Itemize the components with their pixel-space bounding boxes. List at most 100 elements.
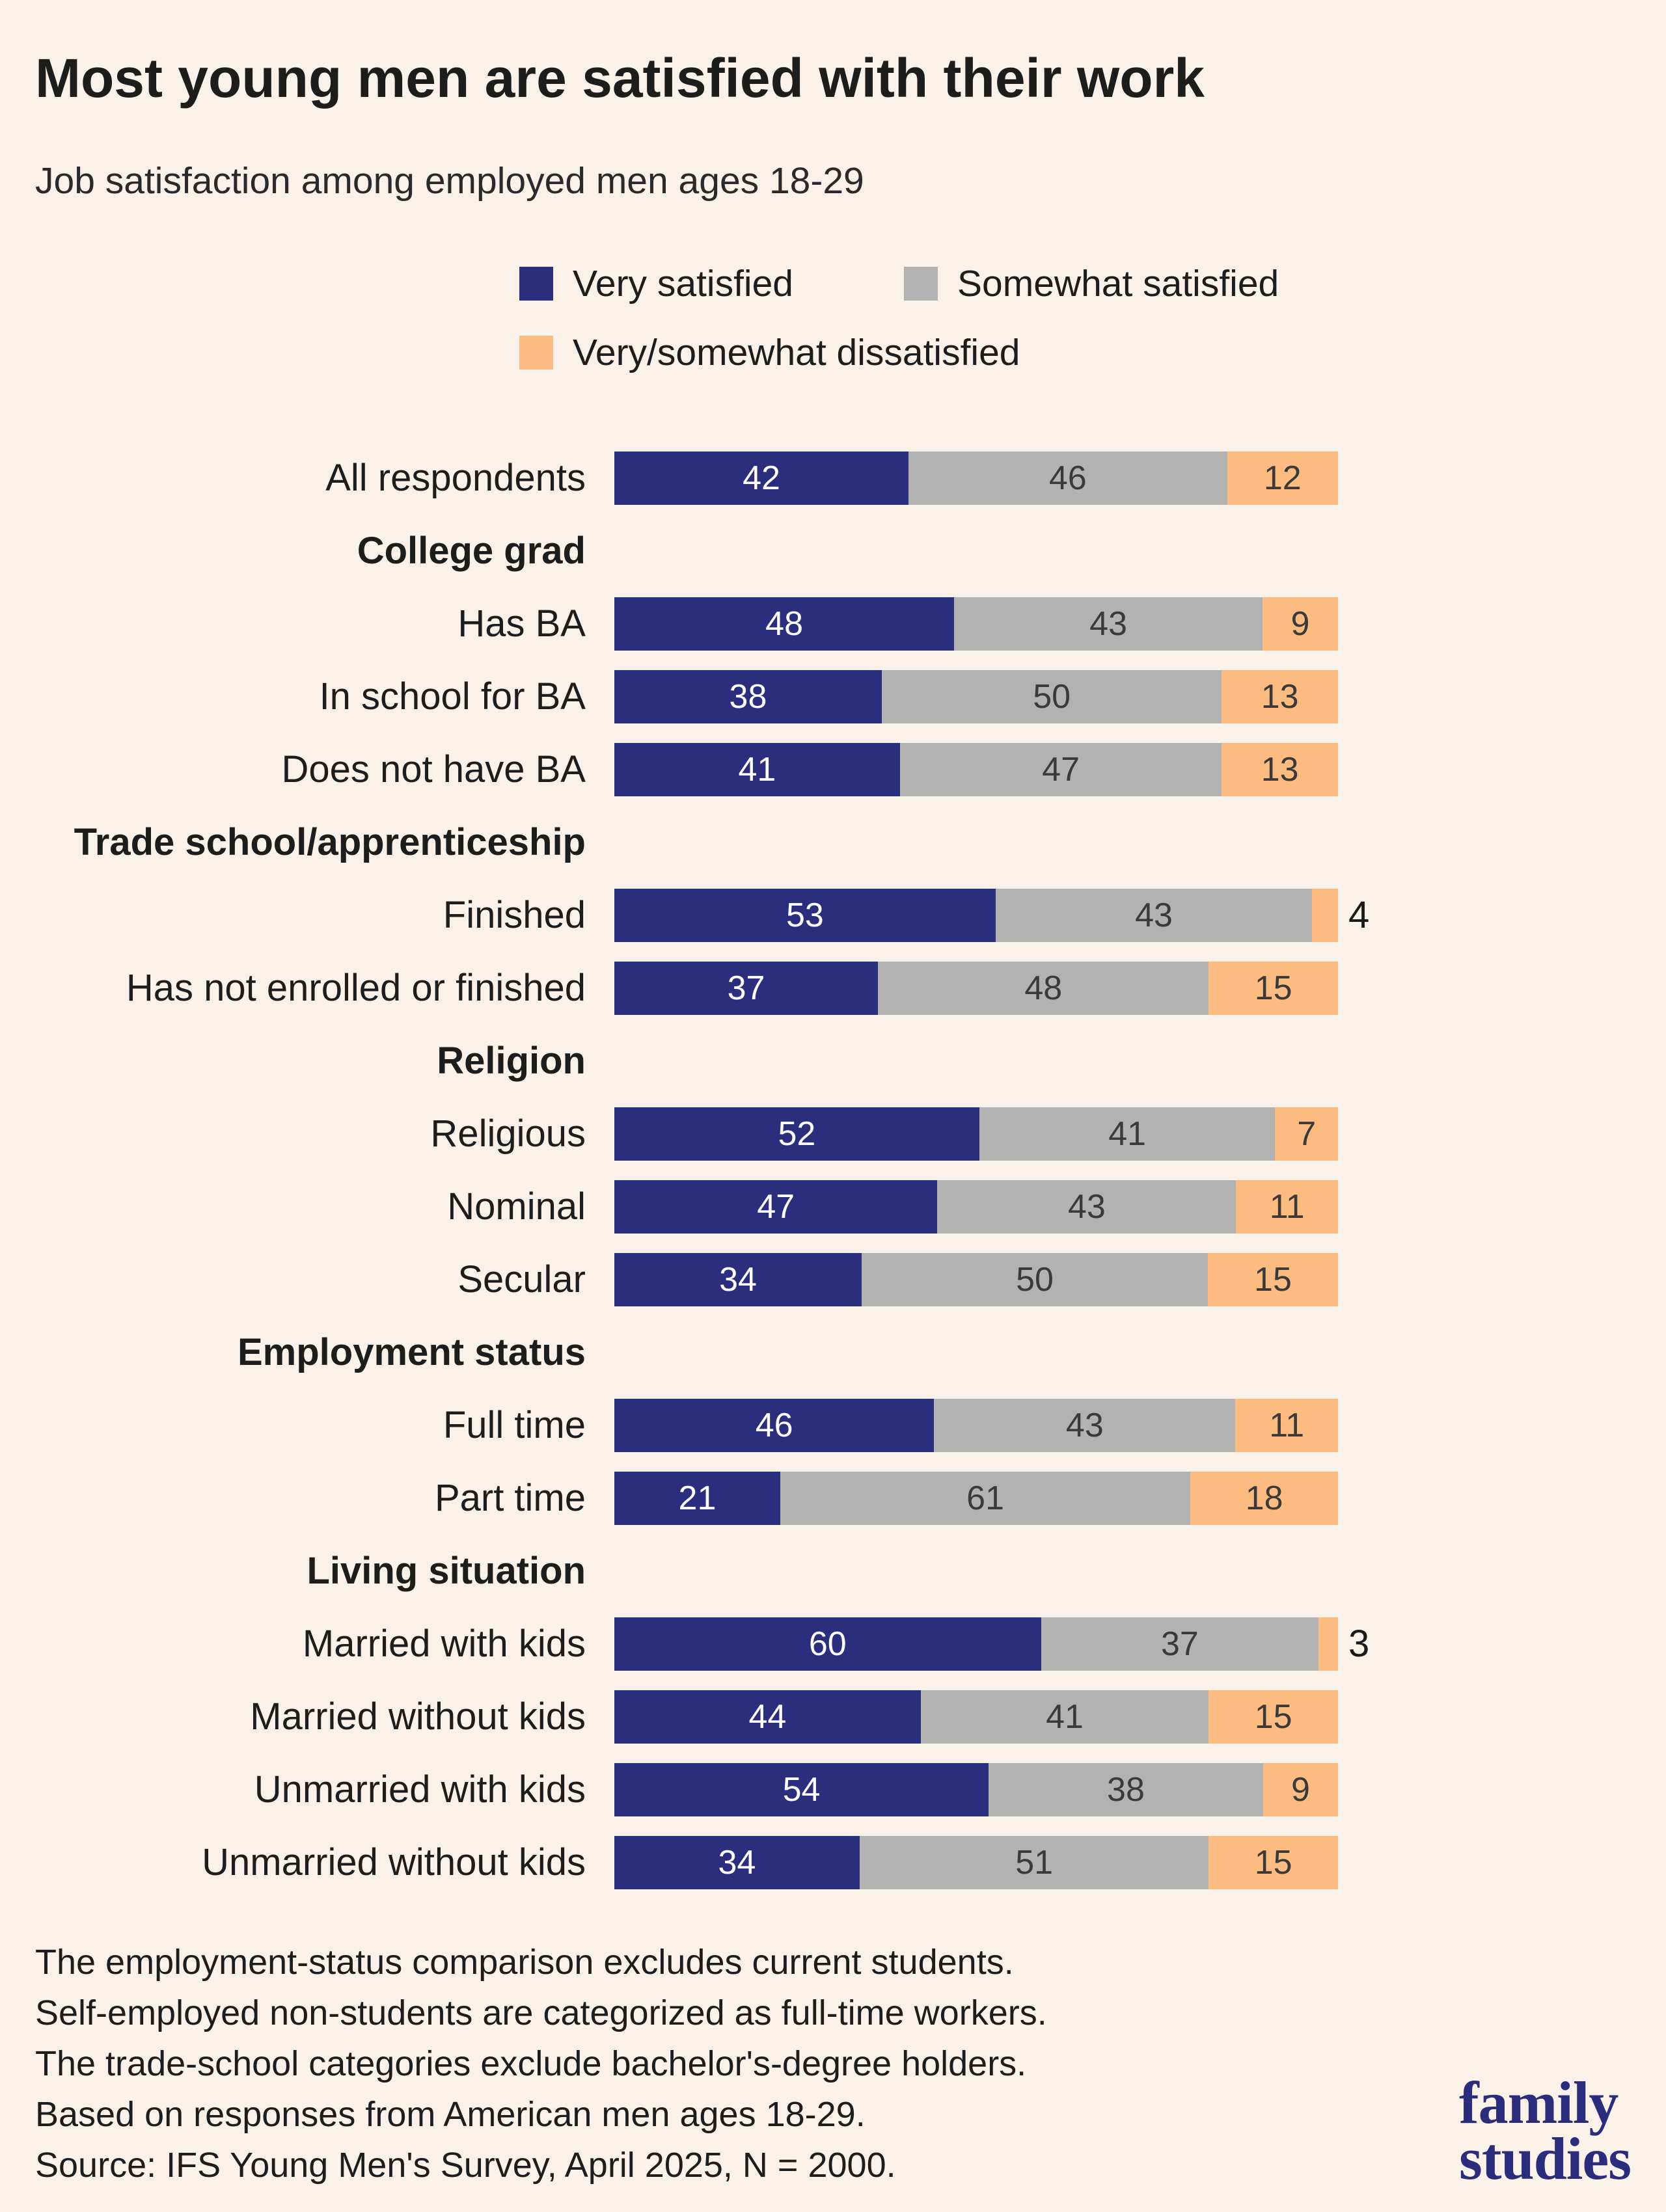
chart-row: Unmarried with kids 54 38 9 (35, 1753, 1631, 1826)
row-label: Finished (443, 894, 586, 937)
row-label: Has BA (457, 602, 586, 645)
stacked-bar-chart: All respondents 42 46 12 College grad Has BA 4… (35, 442, 1631, 1899)
row-label: Has not enrolled or finished (126, 967, 586, 1010)
segment-dissatisfied: 7 (1275, 1107, 1338, 1161)
segment-somewhat-satisfied: 46 (908, 451, 1227, 505)
legend-line-2: Very/somewhat dissatisfied (519, 331, 1631, 374)
segment-very-satisfied: 60 (614, 1617, 1041, 1671)
segment-value: 43 (1067, 1187, 1106, 1226)
row-label: In school for BA (319, 675, 586, 718)
legend-line-1: Very satisfied Somewhat satisfied (519, 262, 1631, 305)
segment-dissatisfied: 15 (1209, 1835, 1338, 1889)
row-label: Full time (443, 1404, 586, 1447)
segment-value: 50 (1033, 677, 1071, 716)
segment-value: 9 (1290, 1770, 1310, 1809)
segment-somewhat-satisfied: 51 (859, 1835, 1209, 1889)
segment-value: 7 (1297, 1114, 1317, 1153)
section-header: Trade school/apprenticeship (74, 821, 586, 864)
chart-row: Religious 52 41 7 (35, 1098, 1631, 1170)
segment-somewhat-satisfied: 38 (989, 1762, 1263, 1816)
chart-row: Finished 53 43 4 (35, 879, 1631, 952)
segment-value: 43 (1065, 1406, 1104, 1444)
segment-dissatisfied: 12 (1227, 451, 1338, 505)
segment-value: 48 (1024, 969, 1063, 1007)
segment-very-satisfied: 53 (614, 888, 996, 942)
chart-row: Full time 46 43 11 (35, 1389, 1631, 1462)
row-label: Unmarried with kids (254, 1768, 586, 1811)
segment-value: 43 (1089, 604, 1128, 643)
segment-value: 37 (1160, 1625, 1199, 1663)
segment-value: 21 (678, 1479, 717, 1517)
segment-very-satisfied: 47 (614, 1180, 938, 1234)
segment-value: 46 (1048, 459, 1087, 497)
segment-very-satisfied: 34 (614, 1252, 862, 1306)
footnotes: The employment-status comparison exclude… (35, 1937, 1047, 2191)
segment-very-satisfied: 38 (614, 669, 882, 723)
chart-row: In school for BA 38 50 13 (35, 660, 1631, 733)
legend-swatch-somewhat-satisfied (904, 266, 938, 301)
outside-value: 4 (1348, 894, 1370, 937)
segment-somewhat-satisfied: 48 (878, 961, 1209, 1015)
segment-very-satisfied: 54 (614, 1762, 989, 1816)
segment-very-satisfied: 48 (614, 597, 955, 651)
segment-value: 43 (1135, 896, 1173, 934)
segment-very-satisfied: 21 (614, 1471, 780, 1525)
segment-dissatisfied: 15 (1209, 961, 1338, 1015)
chart-row: Married with kids 60 37 3 (35, 1608, 1631, 1680)
segment-dissatisfied: 11 (1236, 1180, 1338, 1234)
chart-row: Secular 34 50 15 (35, 1243, 1631, 1316)
segment-value: 34 (719, 1260, 757, 1299)
section-header-row: College grad (35, 515, 1631, 587)
section-header: College grad (357, 530, 586, 573)
segment-very-satisfied: 52 (614, 1107, 979, 1161)
segment-very-satisfied: 34 (614, 1835, 860, 1889)
segment-very-satisfied: 46 (614, 1398, 935, 1452)
segment-dissatisfied (1318, 1617, 1338, 1671)
stacked-bar: 52 41 7 (614, 1107, 1338, 1161)
chart-row: Has BA 48 43 9 (35, 587, 1631, 660)
segment-somewhat-satisfied: 61 (780, 1471, 1191, 1525)
stacked-bar: 42 46 12 (614, 451, 1338, 505)
segment-value: 50 (1016, 1260, 1054, 1299)
segment-dissatisfied: 15 (1207, 1252, 1338, 1306)
stacked-bar: 44 41 15 (614, 1690, 1338, 1744)
segment-value: 18 (1245, 1479, 1283, 1517)
segment-value: 52 (778, 1114, 816, 1153)
segment-value: 60 (808, 1625, 847, 1663)
chart-row: Has not enrolled or finished 37 48 15 (35, 952, 1631, 1025)
row-label: Secular (457, 1258, 586, 1301)
stacked-bar: 60 37 (614, 1617, 1338, 1671)
stacked-bar: 54 38 9 (614, 1762, 1338, 1816)
segment-somewhat-satisfied: 43 (937, 1180, 1236, 1234)
segment-dissatisfied: 18 (1190, 1471, 1338, 1525)
segment-value: 61 (966, 1479, 1004, 1517)
legend-label: Very satisfied (573, 262, 793, 304)
segment-value: 54 (782, 1770, 821, 1809)
legend-swatch-very-satisfied (519, 266, 553, 301)
stacked-bar: 34 50 15 (614, 1252, 1338, 1306)
row-label: Married with kids (302, 1623, 586, 1666)
segment-very-satisfied: 44 (614, 1690, 921, 1744)
segment-somewhat-satisfied: 43 (954, 597, 1263, 651)
footnote-line: The employment-status comparison exclude… (35, 1942, 1014, 1982)
stacked-bar: 34 51 15 (614, 1835, 1338, 1889)
segment-value: 15 (1254, 1697, 1292, 1736)
segment-dissatisfied: 13 (1222, 669, 1339, 723)
segment-value: 53 (786, 896, 824, 934)
segment-value: 12 (1263, 459, 1302, 497)
segment-value: 41 (1108, 1114, 1147, 1153)
row-label: Married without kids (250, 1695, 586, 1738)
segment-value: 47 (1042, 750, 1080, 789)
stacked-bar: 41 47 13 (614, 742, 1339, 796)
segment-value: 37 (727, 969, 765, 1007)
segment-value: 15 (1254, 1843, 1292, 1882)
segment-value: 38 (1107, 1770, 1145, 1809)
segment-value: 11 (1269, 1187, 1305, 1226)
segment-dissatisfied: 11 (1235, 1398, 1338, 1452)
segment-value: 46 (755, 1406, 793, 1444)
stacked-bar: 38 50 13 (614, 669, 1339, 723)
segment-somewhat-satisfied: 41 (920, 1690, 1209, 1744)
legend-item-dissatisfied: Very/somewhat dissatisfied (519, 331, 1020, 374)
outside-value: 3 (1348, 1623, 1370, 1666)
segment-value: 34 (718, 1843, 756, 1882)
